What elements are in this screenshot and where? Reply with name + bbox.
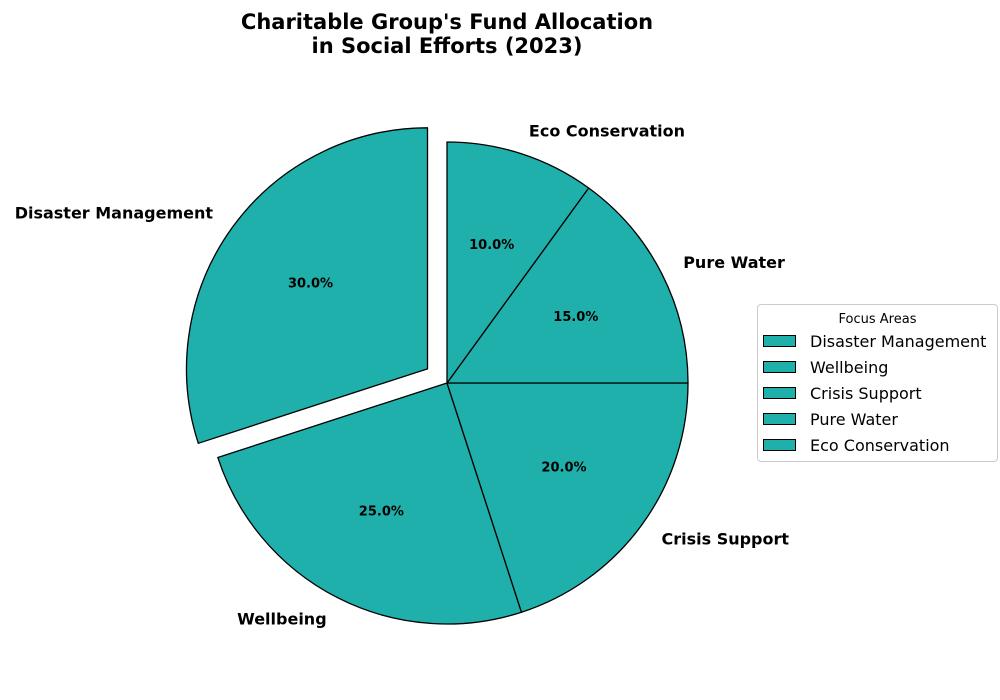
- legend-item-disaster-management: Disaster Management: [758, 328, 997, 354]
- slice-percent-label: 10.0%: [469, 238, 514, 253]
- legend-item-wellbeing: Wellbeing: [758, 354, 997, 380]
- legend-label: Crisis Support: [810, 383, 922, 403]
- pie-slice-crisis-support: [446, 382, 689, 613]
- slice-category-label: Crisis Support: [661, 529, 789, 548]
- slice-percent-label: 30.0%: [288, 276, 333, 291]
- slice-percent-label: 25.0%: [359, 504, 404, 519]
- legend-title: Focus Areas: [838, 312, 917, 327]
- pie-slice-pure-water: [446, 187, 689, 384]
- pie-slice-eco-conservation: [446, 141, 590, 384]
- legend-label: Wellbeing: [810, 357, 889, 377]
- legend-item-pure-water: Pure Water: [758, 406, 997, 432]
- slice-category-label: Eco Conservation: [529, 121, 685, 140]
- legend-item-crisis-support: Crisis Support: [758, 380, 997, 406]
- pie-slice-wellbeing: [217, 382, 523, 625]
- slice-percent-label: 20.0%: [541, 460, 586, 475]
- pie-slice-disaster-management: [185, 127, 429, 444]
- legend-swatch: [763, 361, 796, 373]
- legend-swatch: [763, 335, 796, 347]
- legend-swatch: [763, 387, 796, 399]
- slice-category-label: Wellbeing: [237, 610, 327, 629]
- legend-label: Disaster Management: [810, 331, 987, 351]
- chart-title: Charitable Group's Fund Allocation in So…: [240, 10, 654, 58]
- slice-percent-label: 15.0%: [553, 310, 598, 325]
- slice-category-label: Pure Water: [683, 253, 785, 272]
- slice-category-label: Disaster Management: [15, 204, 214, 223]
- legend-swatch: [763, 413, 796, 425]
- legend-label: Pure Water: [810, 409, 898, 429]
- legend-label: Eco Conservation: [810, 435, 950, 455]
- legend-item-eco-conservation: Eco Conservation: [758, 432, 997, 458]
- legend: Focus Areas Disaster Management Wellbein…: [757, 304, 998, 462]
- legend-swatch: [763, 439, 796, 451]
